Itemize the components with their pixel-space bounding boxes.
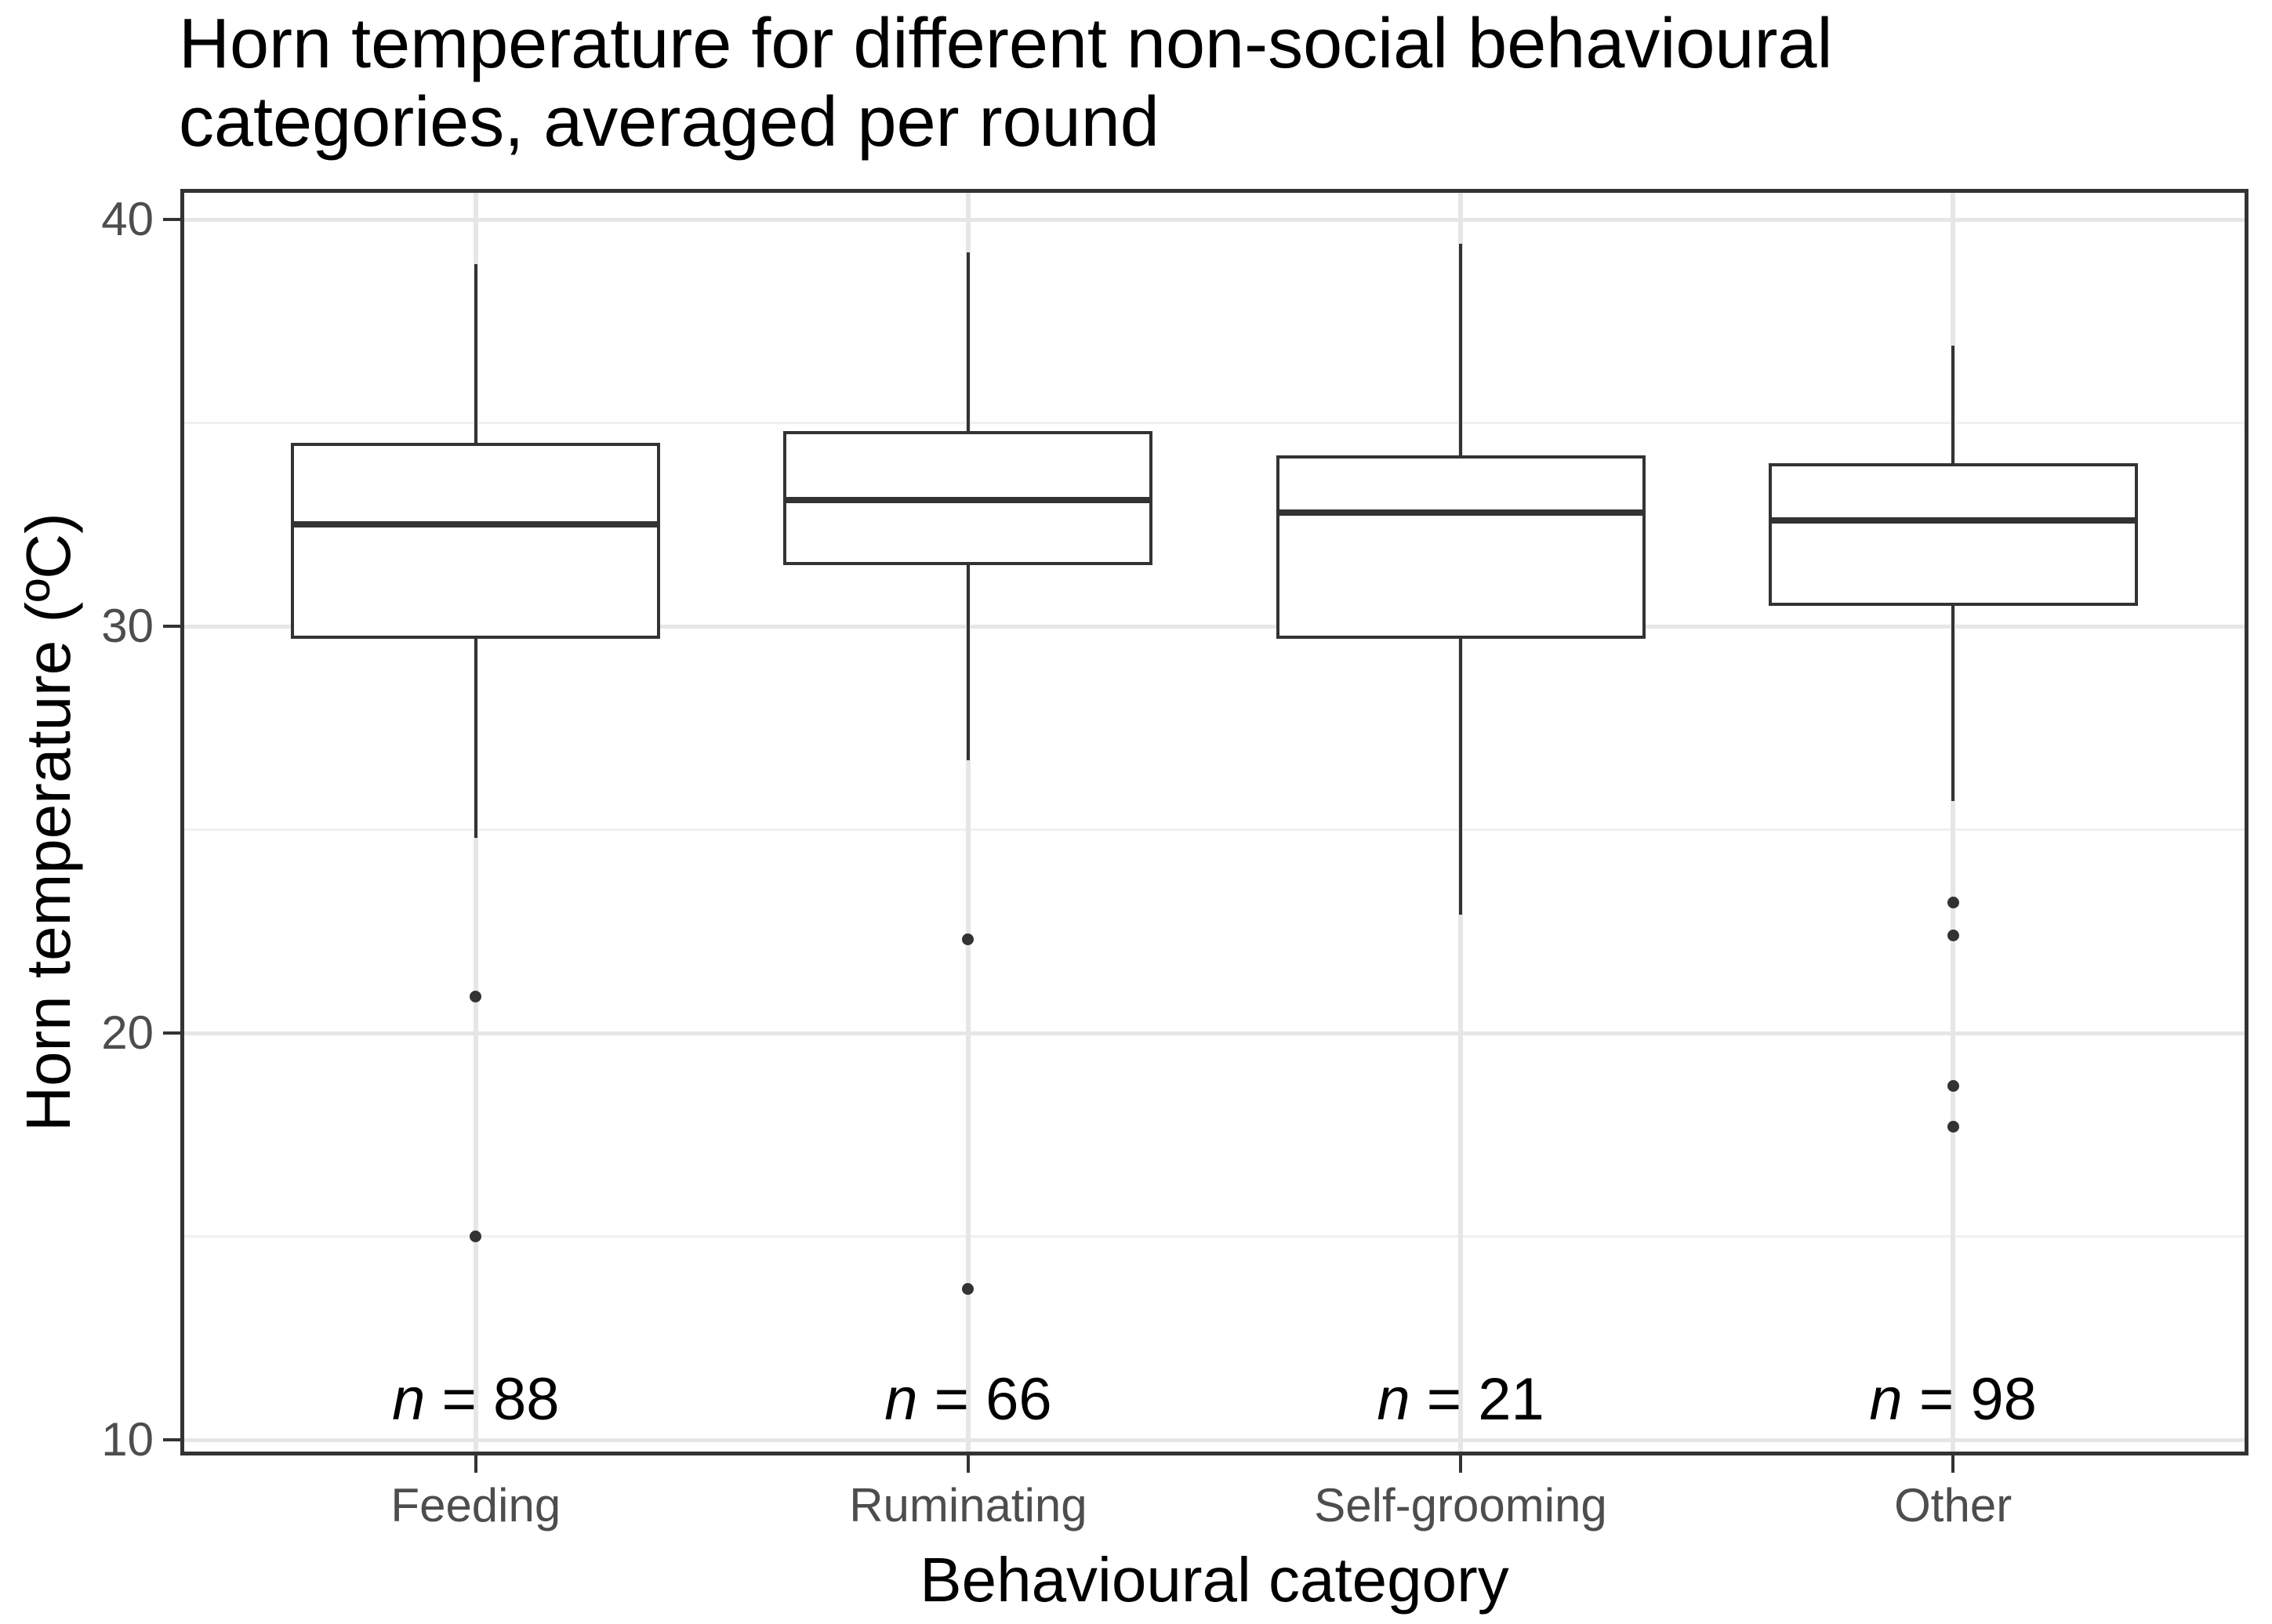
outlier-point	[1947, 897, 1959, 909]
gridline-major-40	[180, 217, 2248, 222]
upper-whisker	[966, 252, 970, 431]
iqr-box	[1276, 455, 1646, 639]
y-tick-10	[163, 1438, 180, 1441]
outlier-point	[962, 1283, 974, 1296]
outlier-point	[470, 990, 482, 1002]
x-tick-self-grooming	[1459, 1455, 1463, 1473]
gridline-major-30	[180, 624, 2248, 629]
upper-whisker	[1951, 345, 1955, 464]
n-value: = 66	[917, 1366, 1052, 1433]
outlier-point	[1947, 1120, 1959, 1133]
lower-whisker	[966, 565, 970, 761]
n-value: = 88	[425, 1366, 560, 1433]
sample-size-label-feeding: n = 88	[272, 1367, 680, 1433]
y-tick-label-30: 30	[101, 600, 154, 652]
chart-title: Horn temperature for different non-socia…	[179, 5, 1833, 161]
sample-size-label-ruminating: n = 66	[764, 1367, 1172, 1433]
outlier-point	[1947, 1079, 1959, 1092]
gridline-category-other	[1951, 189, 1956, 1455]
n-symbol: n	[884, 1366, 918, 1433]
median-line	[291, 521, 661, 528]
gridline-major-10	[180, 1437, 2248, 1442]
x-axis-title: Behavioural category	[920, 1545, 1509, 1615]
y-tick-label-10: 10	[101, 1413, 154, 1466]
gridline-minor-25	[180, 828, 2248, 831]
n-value: = 21	[1410, 1366, 1544, 1433]
median-line	[783, 497, 1153, 504]
x-tick-label-other: Other	[1894, 1479, 2012, 1532]
n-symbol: n	[392, 1366, 426, 1433]
y-tick-20	[163, 1031, 180, 1035]
outlier-point	[470, 1231, 482, 1242]
x-tick-feeding	[474, 1455, 477, 1473]
gridline-minor-15	[180, 1235, 2248, 1238]
outlier-point	[962, 933, 974, 946]
x-tick-other	[1951, 1455, 1955, 1473]
gridline-category-ruminating	[965, 189, 971, 1455]
y-tick-label-40: 40	[101, 193, 154, 245]
sample-size-label-other: n = 98	[1749, 1367, 2157, 1433]
x-tick-ruminating	[966, 1455, 970, 1473]
iqr-box	[291, 443, 661, 639]
x-tick-label-self-grooming: Self-grooming	[1314, 1479, 1607, 1532]
gridline-minor-35	[180, 422, 2248, 424]
chart-title-line-1: Horn temperature for different non-socia…	[179, 5, 1833, 83]
median-line	[1768, 517, 2138, 524]
lower-whisker	[474, 638, 477, 838]
iqr-box	[1768, 463, 2138, 607]
outlier-point	[1947, 929, 1959, 941]
y-tick-40	[163, 218, 180, 221]
gridline-major-20	[180, 1031, 2248, 1035]
plot-panel	[180, 189, 2248, 1455]
upper-whisker	[474, 264, 477, 444]
lower-whisker	[1459, 638, 1463, 915]
x-tick-label-ruminating: Ruminating	[849, 1479, 1087, 1532]
y-tick-label-20: 20	[101, 1006, 154, 1059]
lower-whisker	[1951, 606, 1955, 802]
n-value: = 98	[1902, 1366, 2037, 1433]
y-tick-30	[163, 625, 180, 628]
n-symbol: n	[1377, 1366, 1410, 1433]
x-tick-label-feeding: Feeding	[390, 1479, 561, 1532]
sample-size-label-self-grooming: n = 21	[1257, 1367, 1664, 1433]
upper-whisker	[1459, 244, 1463, 455]
chart-title-line-2: categories, averaged per round	[179, 83, 1160, 161]
n-symbol: n	[1869, 1366, 1903, 1433]
median-line	[1276, 509, 1646, 516]
